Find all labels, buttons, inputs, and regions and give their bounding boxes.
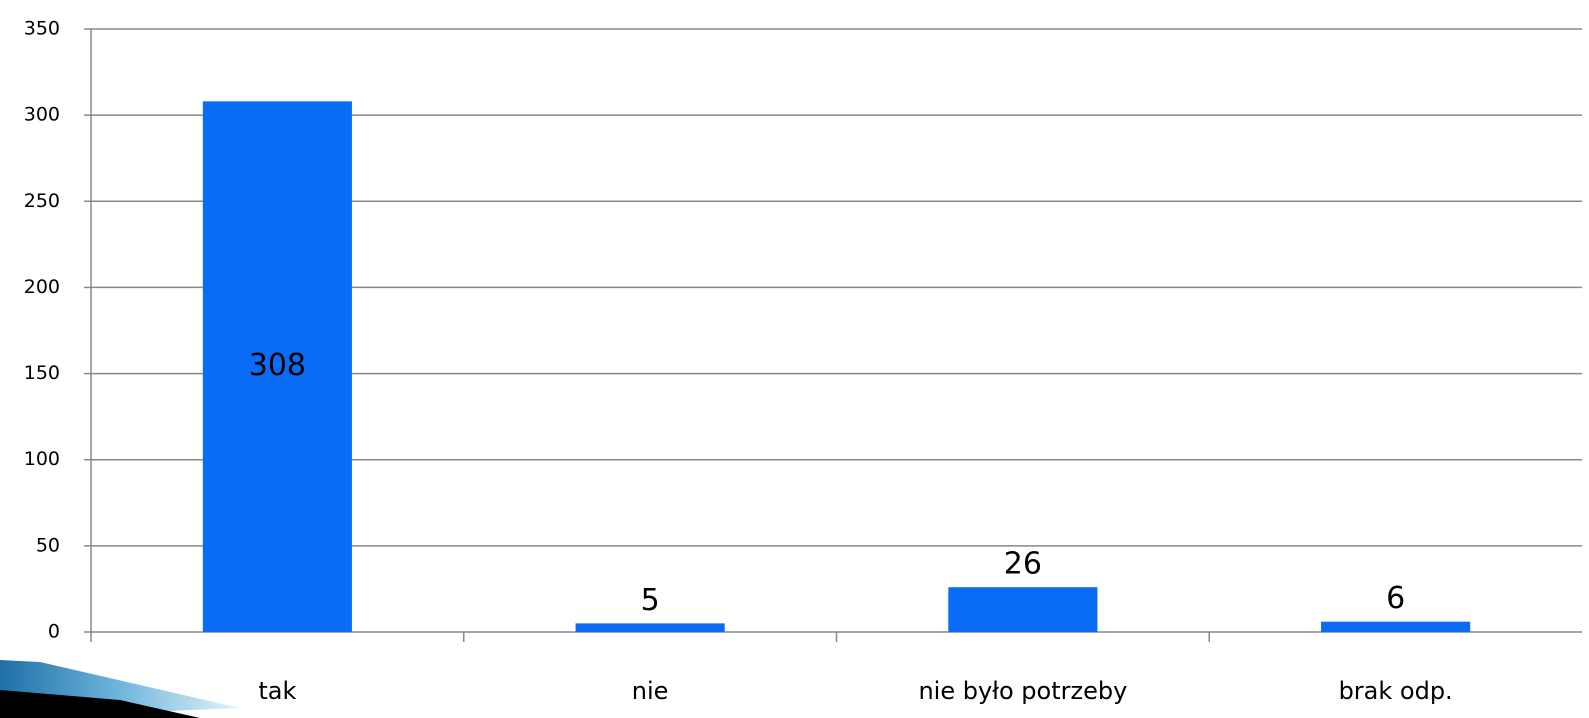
bar [202, 101, 352, 633]
bar [575, 623, 725, 632]
y-tick-label: 100 [24, 448, 60, 470]
y-tick-label: 350 [24, 18, 60, 40]
bar [1321, 621, 1471, 632]
y-tick-label: 0 [48, 621, 60, 643]
decoration [0, 690, 200, 718]
bar [948, 587, 1098, 632]
value-label: 5 [641, 583, 660, 618]
x-tick-label: brak odp. [1339, 677, 1453, 705]
value-label: 6 [1386, 581, 1405, 616]
y-tick-label: 150 [24, 362, 60, 384]
y-tick-label: 250 [24, 190, 60, 212]
y-tick-label: 300 [24, 104, 60, 126]
y-tick-label: 200 [24, 276, 60, 298]
x-tick-label: nie [632, 677, 669, 705]
value-label: 308 [249, 348, 306, 383]
x-tick-label: nie było potrzeby [918, 677, 1127, 705]
value-label: 26 [1004, 547, 1042, 582]
x-tick-label: tak [258, 677, 296, 705]
y-tick-label: 50 [36, 534, 60, 556]
